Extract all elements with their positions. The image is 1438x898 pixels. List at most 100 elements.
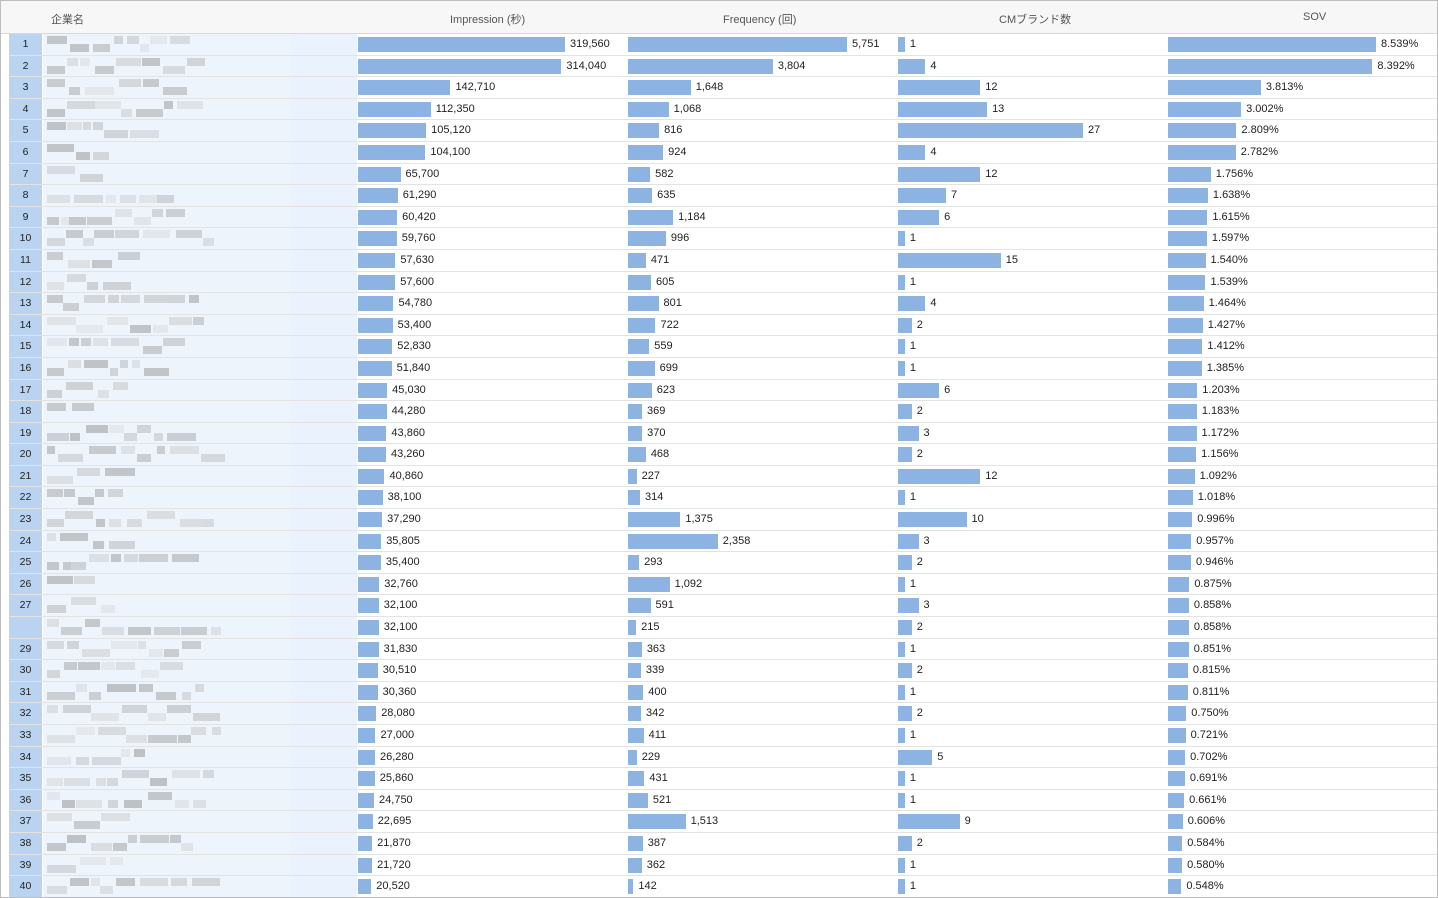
rank-cell: 12: [9, 271, 42, 293]
table-row[interactable]: 3 142,710 1,648 12 3.813%: [9, 77, 1437, 99]
cm-brands-bar: [898, 835, 912, 851]
header-impression[interactable]: Impression (秒): [450, 14, 526, 26]
cm-brands-cell: 6: [897, 380, 1165, 401]
table-row[interactable]: 15 52,830 559 1 1.412%: [9, 336, 1437, 358]
table-row[interactable]: 30 30,510 339 2 0.815%: [9, 660, 1437, 682]
table-row[interactable]: 14 53,400 722 2 1.427%: [9, 314, 1437, 337]
header-frequency[interactable]: Frequency (回): [723, 14, 797, 26]
table-row[interactable]: 24 35,805 2,358 3 0.957%: [9, 530, 1437, 553]
table-row[interactable]: 37 22,695 1,513 9 0.606%: [9, 811, 1437, 833]
impression-value: 51,840: [396, 361, 431, 374]
cm-brands-bar: [898, 166, 981, 182]
sov-bar: [1168, 879, 1182, 895]
table-row[interactable]: 40 20,520 142 1 0.548%: [9, 876, 1437, 897]
rank-cell: 20: [9, 444, 42, 465]
table-row[interactable]: 27 32,100 591 3 0.858%: [9, 595, 1437, 618]
impression-cell: 60,420: [357, 207, 625, 228]
table-row[interactable]: 20 43,260 468 2 1.156%: [9, 444, 1437, 466]
rank-cell: 34: [9, 746, 42, 768]
impression-bar: [358, 80, 451, 96]
cm-brands-cell: 13: [897, 99, 1165, 120]
rank-cell: 33: [9, 725, 42, 746]
frequency-bar: [628, 188, 653, 204]
header-company[interactable]: 企業名: [51, 14, 84, 26]
table-row[interactable]: 19 43,860 370 3 1.172%: [9, 422, 1437, 445]
table-row[interactable]: 21 40,860 227 12 1.092%: [9, 465, 1437, 488]
table-row[interactable]: 11 57,630 471 15 1.540%: [9, 249, 1437, 272]
rank-cell: 17: [9, 379, 42, 401]
sov-bar: [1168, 274, 1206, 290]
table-row[interactable]: 12 57,600 605 1 1.539%: [9, 271, 1437, 294]
frequency-value: 215: [641, 621, 660, 634]
frequency-value: 1,184: [678, 210, 706, 223]
table-row[interactable]: 32 28,080 342 2 0.750%: [9, 703, 1437, 725]
table-row[interactable]: 16 51,840 699 1 1.385%: [9, 357, 1437, 380]
table-row[interactable]: 22 38,100 314 1 1.018%: [9, 487, 1437, 510]
impression-value: 319,560: [570, 38, 610, 50]
sov-cell: 1.464%: [1167, 293, 1435, 314]
table-row[interactable]: 29 31,830 363 1 0.851%: [9, 638, 1437, 661]
sov-value: 3.813%: [1265, 81, 1304, 94]
table-row[interactable]: 25 35,400 293 2 0.946%: [9, 552, 1437, 574]
sov-bar: [1168, 706, 1187, 722]
table-row[interactable]: 5 105,120 816 27 2.809%: [9, 120, 1437, 142]
cm-brands-cell: 7: [897, 185, 1165, 206]
table-row[interactable]: 38 21,870 387 2 0.584%: [9, 832, 1437, 855]
table-row[interactable]: 9 60,420 1,184 6 1.615%: [9, 206, 1437, 229]
header-sov[interactable]: SOV: [1303, 11, 1327, 23]
table-row[interactable]: 10 59,760 996 1 1.597%: [9, 228, 1437, 250]
company-name-blurred: [43, 465, 291, 487]
table-row[interactable]: 8 61,290 635 7 1.638%: [9, 185, 1437, 207]
table-row[interactable]: 35 25,860 431 1 0.691%: [9, 768, 1437, 790]
sov-bar: [1168, 857, 1183, 873]
table-row[interactable]: 23 37,290 1,375 10 0.996%: [9, 509, 1437, 531]
sov-bar: [1168, 404, 1197, 420]
sov-cell: 0.584%: [1167, 833, 1435, 854]
company-name-blurred: [43, 249, 291, 271]
sov-cell: 0.815%: [1167, 660, 1435, 681]
company-name-blurred: [43, 681, 291, 703]
header-cm-brands[interactable]: CMブランド数: [999, 14, 1072, 26]
cm-brands-cell: 1: [897, 358, 1165, 379]
frequency-cell: 816: [627, 120, 895, 141]
table-row[interactable]: 34 26,280 229 5 0.702%: [9, 746, 1437, 769]
table-row[interactable]: 18 44,280 369 2 1.183%: [9, 401, 1437, 423]
sov-bar: [1168, 144, 1236, 160]
company-cell-extension: [291, 854, 357, 876]
table-row[interactable]: 31 30,360 400 1 0.811%: [9, 681, 1437, 704]
impression-value: 26,280: [380, 750, 414, 763]
cm-brands-cell: 3: [897, 531, 1165, 552]
sov-cell: 0.858%: [1167, 595, 1435, 616]
cm-brands-bar: [898, 37, 905, 52]
cm-brands-value: 6: [944, 210, 951, 223]
table-row[interactable]: 4 112,350 1,068 13 3.002%: [9, 98, 1437, 121]
company-cell-extension: [291, 379, 357, 401]
rank-cell: [9, 617, 42, 638]
table-row[interactable]: 1 319,560 5,751 1 8.539%: [9, 34, 1437, 56]
table-row[interactable]: 39 21,720 362 1 0.580%: [9, 854, 1437, 877]
table-row[interactable]: 33 27,000 411 1 0.721%: [9, 725, 1437, 747]
table-row[interactable]: 17 45,030 623 6 1.203%: [9, 379, 1437, 402]
company-name-blurred: [43, 141, 291, 163]
impression-bar: [358, 37, 565, 52]
impression-cell: 43,860: [357, 423, 625, 444]
table-row[interactable]: 7 65,700 582 12 1.756%: [9, 163, 1437, 186]
table-row[interactable]: 6 104,100 924 4 2.782%: [9, 141, 1437, 164]
table-row[interactable]: 36 24,750 521 1 0.661%: [9, 789, 1437, 812]
company-name-blurred: [43, 530, 291, 552]
frequency-bar: [628, 101, 669, 117]
sov-cell: 0.691%: [1167, 768, 1435, 789]
cm-brands-value: 12: [985, 469, 998, 482]
frequency-cell: 1,513: [627, 811, 895, 832]
cm-brands-cell: 1: [897, 682, 1165, 703]
frequency-value: 2,358: [722, 534, 751, 547]
table-row[interactable]: 13 54,780 801 4 1.464%: [9, 293, 1437, 315]
impression-bar: [358, 620, 379, 636]
impression-value: 24,750: [379, 793, 413, 806]
company-name-blurred: [43, 271, 291, 293]
frequency-cell: 582: [627, 164, 895, 185]
table-row[interactable]: 32,100 215 2 0.858%: [9, 617, 1437, 639]
table-row[interactable]: 2 314,040 3,804 4 8.392%: [9, 55, 1437, 78]
table-row[interactable]: 26 32,760 1,092 1 0.875%: [9, 573, 1437, 596]
frequency-bar: [628, 555, 640, 571]
